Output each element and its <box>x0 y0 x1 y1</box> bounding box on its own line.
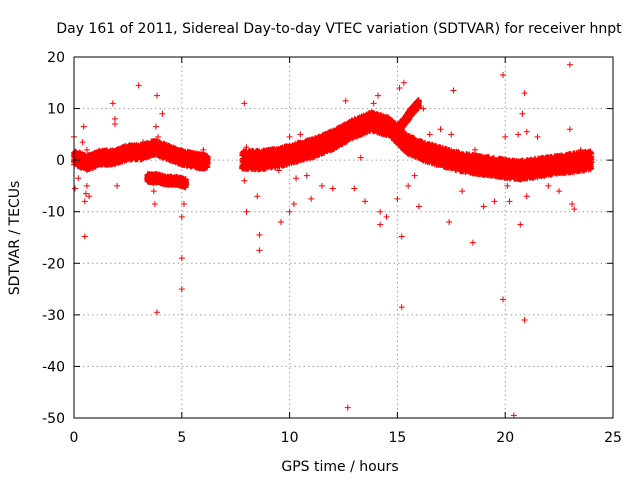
dense-band <box>71 138 211 173</box>
data-points <box>71 61 595 419</box>
grid-lines <box>74 57 613 418</box>
chart-title: Day 161 of 2011, Sidereal Day-to-day VTE… <box>56 21 622 37</box>
dense-band <box>239 109 595 183</box>
dense-band <box>144 171 190 191</box>
